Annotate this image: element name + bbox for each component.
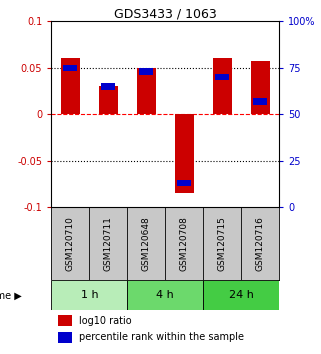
Text: GSM120648: GSM120648 (142, 217, 151, 271)
Bar (63, 64, 77, 71)
Bar (175, 114, 194, 193)
Text: time ▶: time ▶ (0, 290, 22, 301)
Text: GSM120710: GSM120710 (66, 216, 75, 271)
Bar (253, 98, 267, 104)
Text: log10 ratio: log10 ratio (79, 316, 131, 326)
Bar (61, 58, 80, 114)
Bar (99, 86, 118, 114)
Text: 1 h: 1 h (81, 290, 98, 301)
Text: GSM120711: GSM120711 (104, 216, 113, 271)
Text: GSM120715: GSM120715 (218, 216, 227, 271)
Bar (58, 315, 72, 326)
Bar (51, 280, 127, 310)
Bar (215, 74, 230, 80)
Text: 4 h: 4 h (156, 290, 174, 301)
Bar (101, 83, 116, 90)
Bar (58, 332, 72, 343)
Text: 24 h: 24 h (229, 290, 254, 301)
Text: GSM120708: GSM120708 (180, 216, 189, 271)
Bar (177, 180, 191, 187)
Bar (203, 280, 279, 310)
Bar (127, 280, 203, 310)
Bar (137, 68, 156, 114)
Bar (213, 58, 232, 114)
Text: percentile rank within the sample: percentile rank within the sample (79, 332, 244, 342)
Bar (139, 68, 153, 75)
Text: GSM120716: GSM120716 (256, 216, 265, 271)
Title: GDS3433 / 1063: GDS3433 / 1063 (114, 7, 217, 20)
Bar (251, 61, 270, 114)
